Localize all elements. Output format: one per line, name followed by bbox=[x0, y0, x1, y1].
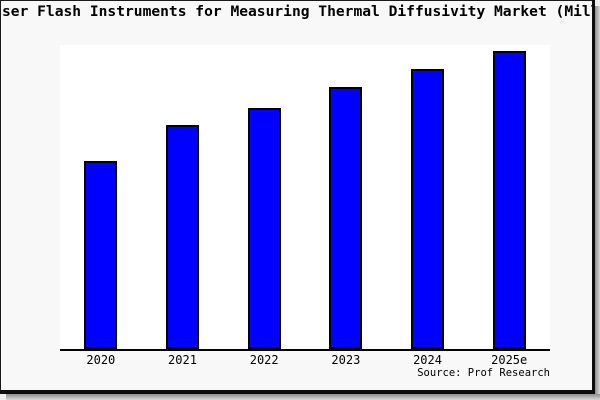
chart-canvas: ser Flash Instruments for Measuring Ther… bbox=[1, 0, 592, 379]
x-tick-label-2025e: 2025e bbox=[491, 353, 528, 367]
frame-border-left bbox=[0, 0, 1, 394]
chart-title-container: ser Flash Instruments for Measuring Ther… bbox=[1, 0, 592, 32]
source-credit: Source: Prof Research bbox=[417, 367, 550, 379]
frame-border-right bbox=[592, 0, 595, 394]
frame-shadow-bottom bbox=[6, 394, 600, 400]
frame-shadow-right bbox=[595, 6, 600, 400]
frame-corner-bottom-left bbox=[0, 394, 6, 400]
frame-border-top bbox=[0, 0, 595, 1]
x-axis-labels: 2020 2021 2022 2023 2024 2025e bbox=[60, 354, 550, 366]
x-tick-label-2022: 2022 bbox=[249, 353, 279, 367]
bar-2020 bbox=[84, 161, 118, 349]
bar-2023 bbox=[329, 87, 363, 349]
x-tick-label-2020: 2020 bbox=[86, 353, 116, 367]
x-tick-label-2023: 2023 bbox=[331, 353, 361, 367]
bar-2022 bbox=[247, 108, 281, 349]
frame-border-bottom bbox=[0, 390, 595, 394]
bar-2025e bbox=[492, 51, 526, 349]
bar-2021 bbox=[165, 125, 199, 349]
frame-corner-top-right bbox=[595, 0, 600, 6]
x-tick-label-2021: 2021 bbox=[168, 353, 197, 367]
plot-area bbox=[60, 45, 550, 351]
bar-2024 bbox=[410, 69, 444, 349]
x-tick-label-2024: 2024 bbox=[413, 353, 442, 367]
chart-title: ser Flash Instruments for Measuring Ther… bbox=[2, 3, 592, 20]
